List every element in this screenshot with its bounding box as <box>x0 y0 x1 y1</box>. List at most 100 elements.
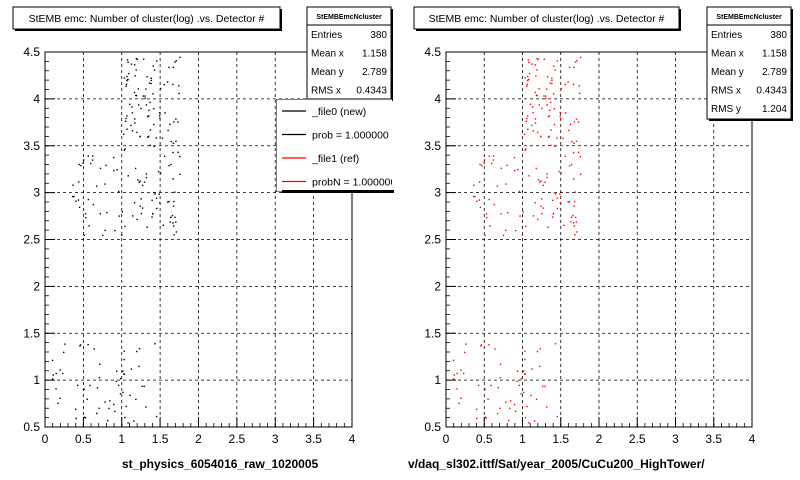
y-tick-label: 0.5 <box>424 420 441 434</box>
data-point <box>178 85 180 87</box>
data-point <box>452 359 455 362</box>
data-point <box>123 77 126 79</box>
data-point <box>556 415 558 418</box>
data-point <box>499 363 502 366</box>
data-point <box>528 61 530 64</box>
data-point <box>127 61 129 64</box>
data-point <box>104 401 106 403</box>
data-point <box>163 155 166 157</box>
data-point <box>131 130 134 132</box>
stats-label: Mean x <box>711 49 744 60</box>
data-point <box>84 213 87 215</box>
data-point <box>535 75 537 77</box>
data-point <box>179 173 181 176</box>
data-point <box>131 106 133 108</box>
data-point <box>541 107 543 110</box>
data-point <box>573 121 576 123</box>
data-point <box>553 65 555 67</box>
data-point <box>126 128 128 130</box>
data-point <box>472 195 475 198</box>
data-point <box>534 202 537 204</box>
data-point <box>147 136 149 138</box>
data-point <box>150 77 152 79</box>
data-point <box>488 343 490 346</box>
data-point <box>79 345 81 347</box>
data-point <box>541 198 543 200</box>
data-point <box>173 121 175 123</box>
data-point <box>548 109 551 112</box>
data-point <box>175 59 177 62</box>
data-point <box>134 122 136 124</box>
data-point <box>155 197 158 199</box>
data-point <box>490 162 493 165</box>
x-tick-label: 1 <box>118 432 125 446</box>
data-point <box>87 343 89 346</box>
data-point <box>513 403 516 406</box>
data-point <box>148 82 151 84</box>
data-point <box>83 388 85 390</box>
data-point <box>139 135 141 138</box>
data-point <box>93 348 95 350</box>
data-point <box>551 216 554 218</box>
x-tick-label: 2.5 <box>629 432 646 446</box>
data-point <box>134 75 136 77</box>
data-point <box>476 200 478 202</box>
data-point <box>544 385 546 388</box>
data-point <box>149 144 151 146</box>
y-tick-label: 4.5 <box>23 45 40 59</box>
data-point <box>155 137 158 139</box>
data-point <box>74 408 77 410</box>
data-point <box>174 191 176 193</box>
data-point <box>526 75 529 78</box>
data-point <box>171 214 174 217</box>
data-point <box>517 169 519 171</box>
data-point <box>142 95 144 97</box>
data-point <box>500 213 502 215</box>
data-point <box>123 373 126 375</box>
data-point <box>556 137 558 139</box>
data-point <box>133 64 136 66</box>
stats-label: RMS y <box>711 104 741 115</box>
legend-box <box>276 99 392 192</box>
data-point <box>99 363 101 366</box>
data-point <box>556 207 559 210</box>
data-point <box>153 145 155 148</box>
data-point <box>493 203 495 206</box>
data-point <box>121 211 123 213</box>
data-point <box>550 129 552 131</box>
stats-value: 2.789 <box>762 67 787 78</box>
y-tick-label: 3 <box>33 186 40 200</box>
data-point <box>452 378 455 380</box>
data-point <box>124 148 126 150</box>
stats-value: 0.4343 <box>356 86 387 97</box>
data-point <box>513 156 516 159</box>
stats-label: Mean x <box>311 49 344 60</box>
data-point <box>497 387 500 389</box>
data-point <box>542 207 544 209</box>
data-point <box>106 212 108 214</box>
data-point <box>496 412 499 415</box>
data-point <box>485 417 488 419</box>
data-point <box>569 123 572 126</box>
data-point <box>158 115 161 117</box>
data-point <box>568 129 570 132</box>
data-point <box>83 234 85 237</box>
data-point <box>519 215 521 217</box>
data-point <box>119 378 122 380</box>
y-tick-label: 2 <box>33 279 40 293</box>
data-point <box>510 400 512 402</box>
data-point <box>140 212 143 215</box>
data-point <box>520 378 523 380</box>
data-point <box>125 117 127 120</box>
data-point <box>549 101 552 104</box>
data-point <box>167 129 169 132</box>
data-point <box>552 199 554 202</box>
legend: _file0 (new) prob = 1.000000 _file1 (ref) p… <box>276 99 392 192</box>
data-point <box>531 124 533 127</box>
data-point <box>172 66 175 69</box>
data-point <box>514 410 517 413</box>
data-point <box>537 179 540 181</box>
data-point <box>545 97 547 100</box>
data-point <box>146 76 148 78</box>
data-point <box>568 200 571 203</box>
